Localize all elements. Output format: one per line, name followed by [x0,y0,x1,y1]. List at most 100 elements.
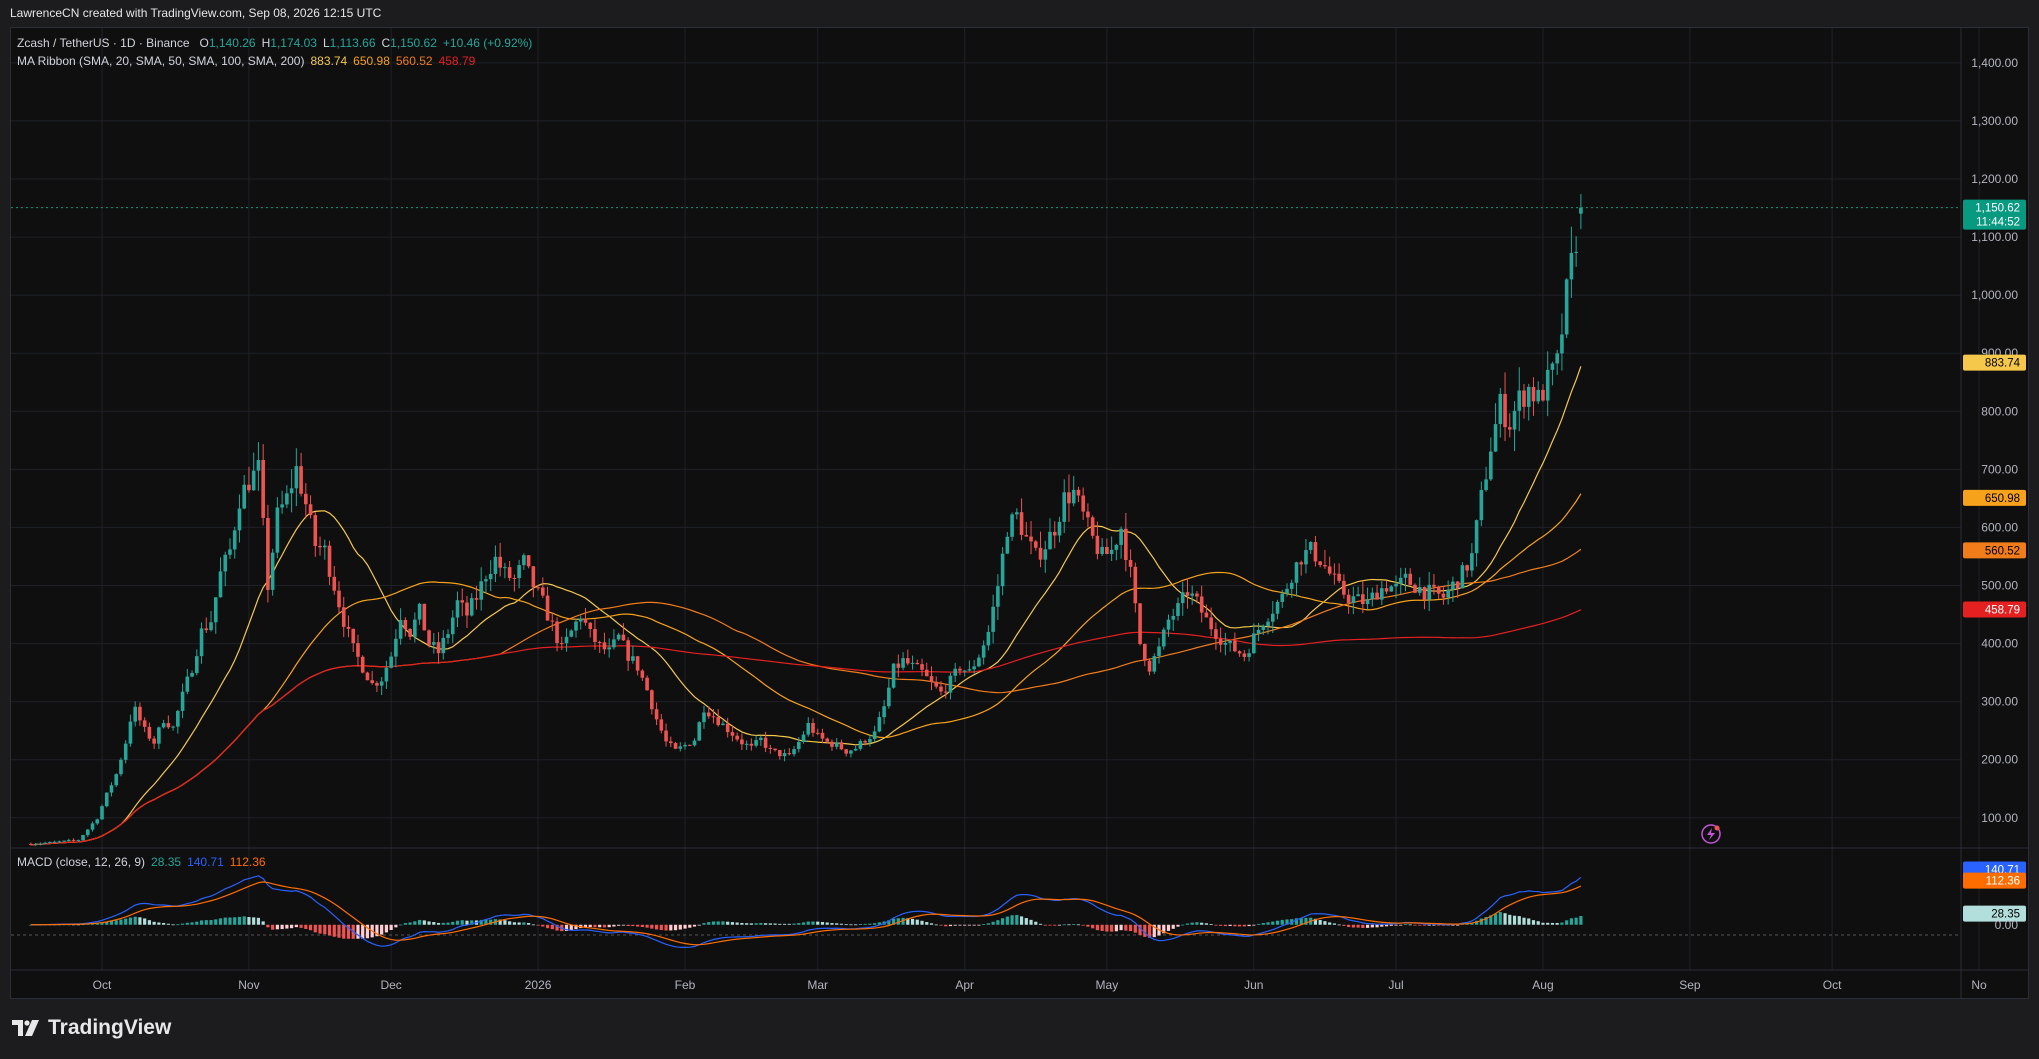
macd-hist-bar [237,916,242,925]
ma-ribbon-title[interactable]: MA Ribbon (SMA, 20, SMA, 50, SMA, 100, S… [17,54,305,68]
lightning-icon[interactable] [1701,824,1721,844]
candle-body [1574,251,1578,253]
macd-hist-bar [929,923,934,925]
macd-hist-bar [105,921,109,925]
ma200-value: 458.79 [438,54,476,68]
price-tick-label: 1,000.00 [1971,288,2018,302]
macd-hist-bar [413,921,417,925]
candle-body [43,842,47,844]
ma-tag-1 [1963,489,2026,506]
candle-body [1015,512,1019,515]
macd-hist-bar [541,924,545,927]
candle-body [337,590,341,608]
macd-hist-bar [380,924,384,935]
candle-body [190,672,194,677]
macd-hist-bar [1190,922,1194,925]
macd-hist-bar [1095,924,1099,931]
candle-body [1048,531,1052,550]
candle-body [1451,581,1455,590]
candle-body [583,618,588,623]
candle-body [341,607,346,627]
ma200-line [30,609,1582,846]
candle-body [1057,521,1062,536]
chart-svg[interactable]: 1,400.00 1,300.00 1,200.00 1,100.00 1,000.00… [11,28,2028,998]
macd-hist-bar [1076,924,1081,926]
macd-hist-bar [1375,924,1379,928]
candle-body [588,622,593,630]
candle-body [1010,514,1014,537]
candle-body [1493,424,1498,452]
candle-body [962,670,967,672]
candle-body [322,545,327,548]
macd-hist-bar [199,920,204,925]
macd-hist-bar [996,920,1000,925]
candle-body [446,634,450,638]
macd-hist-bar [195,921,199,925]
macd-hist-bar [598,924,602,928]
macd-hist-bar [645,924,649,928]
macd-hist-bar [1323,921,1327,925]
ohlc-row: Zcash / TetherUS · 1D · Binance O1,140.2… [17,34,532,52]
candle-body [1067,492,1071,504]
candle-body [702,712,706,723]
tradingview-logo[interactable]: TradingView [12,1016,171,1040]
candle-body [1403,573,1408,578]
macd-hist-bar [948,924,953,927]
macd-hist-bar [1110,924,1114,932]
macd-hist-bar [1531,920,1536,925]
macd-title[interactable]: MACD (close, 12, 26, 9) [17,855,146,869]
macd-hist-bar [564,924,569,931]
macd-hist-bar [332,924,336,937]
candle-body [834,742,839,747]
high-value: 1,174.03 [270,36,317,50]
ma-tag-0-text: 883.74 [1985,358,2021,370]
macd-hist-bar [166,923,170,925]
candle-body [427,630,431,645]
candle-body [939,686,943,692]
candle-body [1128,560,1133,567]
chart-frame[interactable]: 1,400.00 1,300.00 1,200.00 1,100.00 1,000.00… [10,27,2029,999]
ma50-line [30,493,1582,846]
candle-body [48,841,52,843]
candle-body [1190,593,1194,596]
candle-body [285,493,289,505]
candle-body [104,792,109,807]
macd-hist-bar [133,916,137,925]
candle-body [1038,547,1043,560]
candle-body [1256,629,1261,634]
ma100-value: 560.52 [395,54,433,68]
candle-body [1560,334,1564,354]
candle-body [806,723,811,735]
macd-hist-bar [427,921,431,925]
macd-hist-bar [915,919,919,925]
candle-body [815,732,820,734]
candle-body [365,672,370,681]
candle-body [778,750,782,757]
symbol-name[interactable]: Zcash / TetherUS · 1D · Binance [17,36,190,50]
macd-hist-bar [588,924,592,928]
candle-body [1214,629,1218,639]
macd-hist-bar [228,917,232,925]
macd-hist-bar [1252,924,1256,926]
macd-hist-bar [1555,922,1559,925]
candle-body [261,460,265,518]
macd-hist-bar [1271,921,1275,925]
candle-body [706,712,711,717]
ma-tag-0 [1963,354,2026,371]
candle-body [541,587,545,596]
macd-hist-bar [692,924,697,927]
chart-legend: Zcash / TetherUS · 1D · Binance O1,140.2… [17,34,532,70]
candle-body [299,466,303,494]
candle-body [1185,592,1190,596]
candle-body [863,741,867,743]
macd-hist-bar [436,922,441,925]
macd-hist-bar [1503,913,1507,925]
macd-hist-bar [242,916,246,925]
ma-tag-2-text: 560.52 [1985,545,2020,557]
macd-hist-bar [1152,924,1156,938]
signal-tag-text: 112.36 [1986,876,2020,888]
macd-hist-bar [1057,924,1062,926]
candle-body [109,785,114,793]
candle-body [858,741,863,749]
candle-body [1180,592,1185,604]
